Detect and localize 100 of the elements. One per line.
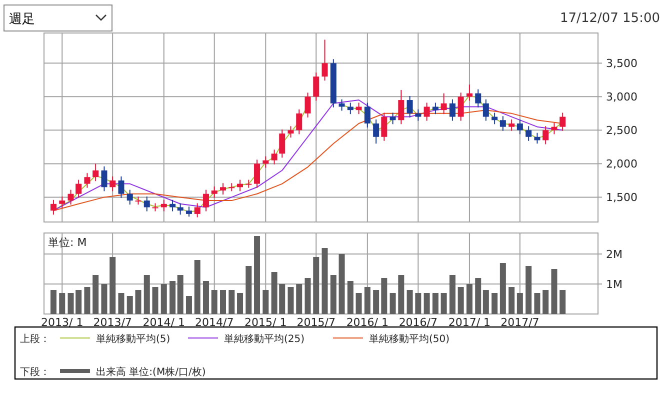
bar bbox=[440, 293, 447, 314]
candlestick bbox=[177, 202, 184, 216]
bar bbox=[313, 257, 320, 314]
y-tick-label: 2,500 bbox=[606, 124, 638, 138]
bar bbox=[338, 254, 345, 314]
bar bbox=[152, 287, 158, 314]
x-tick-label: 2013/ 1 bbox=[41, 316, 84, 329]
candlestick bbox=[76, 179, 82, 198]
bar bbox=[262, 290, 269, 314]
bar bbox=[246, 266, 252, 314]
candlestick bbox=[59, 196, 66, 208]
candlestick bbox=[186, 206, 192, 218]
candlestick bbox=[160, 199, 167, 212]
dropdown: 週足 bbox=[4, 4, 112, 32]
bar bbox=[432, 293, 438, 314]
candlestick bbox=[338, 98, 345, 112]
candlestick bbox=[194, 202, 200, 218]
bar bbox=[237, 293, 244, 314]
bar bbox=[228, 290, 235, 314]
candlestick bbox=[84, 172, 90, 188]
y-tick-label: 1,500 bbox=[606, 191, 638, 204]
bar bbox=[194, 260, 200, 314]
legend-label: 出来高 単位:(M株/口/枚) bbox=[96, 366, 206, 378]
bar bbox=[534, 293, 540, 314]
bar bbox=[126, 296, 133, 314]
candlestick bbox=[322, 39, 328, 82]
candlestick bbox=[364, 102, 370, 128]
y-tick-label: 2M bbox=[606, 248, 622, 261]
x-tick-label: 2015/7 bbox=[296, 316, 336, 329]
candlestick bbox=[406, 96, 413, 118]
x-tick-label: 2013/7 bbox=[93, 316, 132, 329]
bar bbox=[516, 293, 523, 314]
candlestick bbox=[390, 112, 396, 125]
y-tick-label: 1M bbox=[606, 278, 622, 291]
candlestick bbox=[288, 126, 294, 138]
bar bbox=[330, 275, 336, 314]
candlestick bbox=[381, 112, 388, 142]
bar bbox=[202, 281, 209, 314]
candlestick bbox=[415, 108, 422, 122]
legend-title: 上段： bbox=[20, 333, 50, 345]
bar bbox=[560, 290, 566, 314]
candlestick bbox=[482, 98, 489, 122]
bar bbox=[211, 290, 218, 314]
bar bbox=[458, 287, 464, 314]
bar bbox=[177, 275, 184, 314]
bar bbox=[118, 293, 124, 314]
bar bbox=[542, 290, 549, 314]
bar bbox=[84, 287, 90, 314]
bar bbox=[364, 287, 370, 314]
bar bbox=[170, 281, 176, 314]
bar bbox=[254, 236, 260, 314]
bar bbox=[322, 248, 328, 314]
text: 17/12/07 15:00 bbox=[560, 11, 660, 26]
bar bbox=[220, 290, 226, 314]
bar bbox=[296, 284, 302, 314]
bar bbox=[144, 275, 150, 314]
bar bbox=[50, 290, 56, 314]
candlestick bbox=[296, 108, 302, 135]
bar bbox=[373, 290, 380, 314]
y-tick-label: 2,000 bbox=[606, 158, 638, 171]
candlestick bbox=[516, 118, 523, 135]
y-tick-label: 3,500 bbox=[606, 57, 638, 70]
legend-title: 下段： bbox=[20, 366, 50, 378]
candlestick bbox=[237, 179, 244, 192]
x-tick-label: 2014/7 bbox=[195, 316, 234, 329]
candlestick bbox=[313, 72, 320, 102]
bar bbox=[466, 284, 472, 314]
candlestick bbox=[542, 126, 549, 145]
candlestick bbox=[475, 88, 482, 108]
candlestick bbox=[126, 189, 133, 206]
candlestick bbox=[220, 182, 226, 196]
candlestick bbox=[144, 196, 150, 212]
candlestick bbox=[458, 92, 464, 122]
bar bbox=[500, 263, 506, 314]
bar bbox=[526, 266, 532, 314]
legend-label: 単純移動平均(25) bbox=[224, 333, 305, 345]
bar bbox=[508, 287, 515, 314]
candlestick bbox=[508, 118, 515, 132]
candlestick bbox=[398, 89, 404, 125]
candlestick bbox=[432, 102, 438, 115]
candlestick bbox=[356, 102, 362, 115]
candlestick bbox=[254, 159, 260, 188]
x-tick-label: 2014/ 1 bbox=[142, 316, 185, 329]
candlestick bbox=[424, 102, 430, 122]
candlestick bbox=[92, 163, 99, 182]
bar bbox=[475, 278, 482, 314]
candlestick bbox=[262, 156, 269, 168]
bar bbox=[59, 293, 66, 314]
candlestick bbox=[373, 118, 380, 144]
bar bbox=[304, 278, 311, 314]
bar bbox=[381, 278, 388, 314]
bar bbox=[492, 293, 498, 314]
candlestick bbox=[118, 176, 124, 198]
candlestick bbox=[170, 199, 176, 212]
candlestick bbox=[440, 92, 447, 115]
bar bbox=[415, 293, 422, 314]
bar bbox=[135, 290, 142, 314]
bar bbox=[482, 290, 489, 314]
x-tick-label: 2016/ 1 bbox=[346, 316, 389, 329]
candlestick bbox=[110, 176, 116, 192]
